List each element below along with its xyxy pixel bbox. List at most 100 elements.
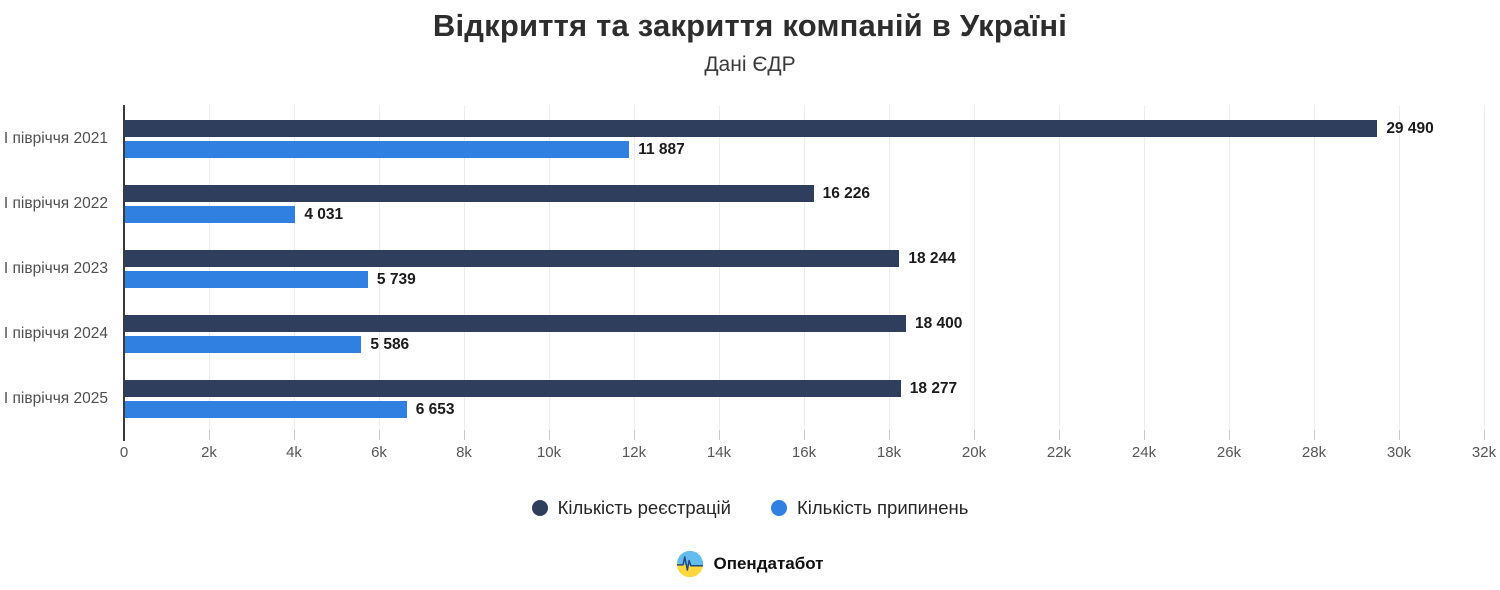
bar-registrations[interactable] xyxy=(124,315,906,332)
x-axis-tick xyxy=(464,430,465,440)
x-tick-label: 22k xyxy=(1046,444,1072,461)
bar-registrations[interactable] xyxy=(124,185,814,202)
gridline xyxy=(974,105,975,430)
bar-value-label: 4 031 xyxy=(304,206,344,223)
y-axis-label: І півріччя 2021 xyxy=(3,130,108,147)
x-tick-label: 0 xyxy=(119,444,129,461)
bar-line: 16 226 xyxy=(124,185,1484,202)
x-tick-label: 30k xyxy=(1386,444,1412,461)
x-tick-label: 2k xyxy=(201,444,217,461)
x-axis-tick xyxy=(974,430,975,440)
x-axis-tick xyxy=(889,430,890,440)
x-tick-label: 20k xyxy=(961,444,987,461)
bar-terminations[interactable] xyxy=(124,141,630,158)
gridline xyxy=(1229,105,1230,430)
bar-value-label: 18 400 xyxy=(915,315,963,332)
bar-terminations[interactable] xyxy=(124,206,296,223)
legend: Кількість реєстрацій Кількість припинень xyxy=(0,497,1500,519)
x-axis-tick xyxy=(379,430,380,440)
bar-line: 11 887 xyxy=(124,141,1484,158)
bar-line: 18 400 xyxy=(124,315,1484,332)
x-tick-label: 28k xyxy=(1301,444,1327,461)
x-axis-tick xyxy=(1399,430,1400,440)
chart-header: Відкриття та закриття компаній в Україні… xyxy=(0,8,1500,77)
bar-line: 29 490 xyxy=(124,120,1484,137)
bar-line: 18 277 xyxy=(124,380,1484,397)
bar-value-label: 18 277 xyxy=(909,380,958,397)
chart-subtitle: Дані ЄДР xyxy=(704,53,796,76)
y-axis-label: І півріччя 2024 xyxy=(3,325,108,342)
bar-value-label: 5 586 xyxy=(370,336,410,353)
bar-line: 5 739 xyxy=(124,271,1484,288)
x-tick-label: 6k xyxy=(371,444,387,461)
bar-registrations[interactable] xyxy=(124,380,901,397)
bar-line: 6 653 xyxy=(124,401,1484,418)
gridline xyxy=(294,105,295,430)
chart-row: І півріччя 2022 16 226 4 031 xyxy=(4,170,1484,235)
bar-value-label: 16 226 xyxy=(822,185,871,202)
gridline xyxy=(1399,105,1400,430)
x-tick-label: 8k xyxy=(456,444,472,461)
x-tick-label: 32k xyxy=(1471,444,1497,461)
x-axis-tick xyxy=(1484,430,1485,440)
legend-item-registrations[interactable]: Кількість реєстрацій xyxy=(531,497,731,519)
y-axis-label: І півріччя 2025 xyxy=(3,390,108,407)
gridline xyxy=(719,105,720,430)
x-axis-tick xyxy=(634,430,635,440)
chart-row: І півріччя 2024 18 400 5 586 xyxy=(4,300,1484,365)
gridline xyxy=(1059,105,1060,430)
gridline xyxy=(889,105,890,430)
y-axis-line xyxy=(123,105,125,441)
bar-registrations[interactable] xyxy=(124,250,900,267)
legend-item-terminations[interactable]: Кількість припинень xyxy=(771,497,968,519)
gridline xyxy=(1144,105,1145,430)
x-tick-label: 4k xyxy=(286,444,302,461)
x-tick-label: 26k xyxy=(1216,444,1242,461)
gridline xyxy=(1484,105,1485,430)
x-axis-tick xyxy=(1314,430,1315,440)
gridline xyxy=(379,105,380,430)
x-axis-tick xyxy=(804,430,805,440)
x-tick-label: 18k xyxy=(876,444,902,461)
legend-label: Кількість реєстрацій xyxy=(557,497,731,518)
gridline xyxy=(209,105,210,430)
bar-value-label: 29 490 xyxy=(1386,120,1434,137)
plot-area: 0 2k 4k 6k 8k 10k 12k 14k 16k 18k 20k 22k 24k 26k 28k 3… xyxy=(4,105,1496,461)
bar-value-label: 11 887 xyxy=(638,141,685,158)
gridline xyxy=(804,105,805,430)
x-tick-label: 10k xyxy=(536,444,562,461)
chart-title: Відкриття та закриття компаній в Україні xyxy=(432,8,1068,43)
bar-value-label: 5 739 xyxy=(376,271,416,288)
x-tick-label: 24k xyxy=(1131,444,1157,461)
x-axis-tick xyxy=(294,430,295,440)
gridline xyxy=(549,105,550,430)
bar-registrations[interactable] xyxy=(124,120,1378,137)
chart-row: І півріччя 2021 29 490 11 887 xyxy=(4,105,1484,170)
brand-name: Опендатабот xyxy=(713,554,824,573)
bar-value-label: 6 653 xyxy=(415,401,455,418)
gridline xyxy=(1314,105,1315,430)
brand-footer: Опендатабот xyxy=(0,550,1500,578)
x-tick-label: 14k xyxy=(706,444,732,461)
x-tick-label: 16k xyxy=(791,444,817,461)
x-axis-tick xyxy=(1229,430,1230,440)
bar-value-label: 18 244 xyxy=(908,250,956,267)
y-axis-label: І півріччя 2023 xyxy=(3,260,108,277)
legend-dot xyxy=(771,500,787,516)
bar-terminations[interactable] xyxy=(124,271,368,288)
legend-dot xyxy=(531,500,548,516)
gridline xyxy=(634,105,635,430)
bar-line: 5 586 xyxy=(124,336,1484,353)
x-tick-label: 12k xyxy=(621,444,647,461)
bar-terminations[interactable] xyxy=(124,401,407,418)
x-axis-tick xyxy=(1059,430,1060,440)
chart-row: І півріччя 2025 18 277 6 653 xyxy=(4,365,1484,430)
x-axis-tick xyxy=(209,430,210,440)
x-axis-tick xyxy=(719,430,720,440)
bar-line: 4 031 xyxy=(124,206,1484,223)
chart-row: І півріччя 2023 18 244 5 739 xyxy=(4,235,1484,300)
y-axis-label: І півріччя 2022 xyxy=(3,195,108,212)
x-axis-tick xyxy=(549,430,550,440)
bar-terminations[interactable] xyxy=(124,336,362,353)
x-axis-tick xyxy=(1144,430,1145,440)
